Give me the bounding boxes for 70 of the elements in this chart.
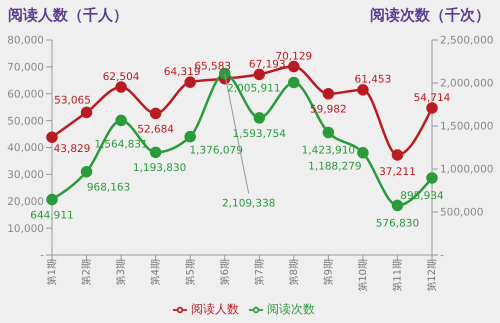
data-label: 1,188,279 (308, 160, 362, 173)
data-label: 62,504 (102, 70, 140, 83)
x-tick-label: 第7期 (253, 259, 266, 286)
y2-tick-label: 2,000,000 (440, 78, 494, 90)
data-label: 43,829 (54, 143, 90, 156)
y-tick-label: 80,000 (7, 34, 44, 47)
point (426, 102, 438, 114)
point (426, 172, 438, 184)
legend-label: 阅读次数 (267, 302, 315, 316)
data-label: 968,163 (86, 182, 130, 194)
point (254, 68, 266, 80)
point (392, 149, 404, 161)
x-tick-label: 第10期 (357, 259, 370, 292)
point (115, 114, 127, 126)
point (357, 147, 369, 159)
x-tick-label: 第6期 (218, 259, 231, 286)
y-tick-label: 70,000 (7, 62, 44, 74)
data-label: 53,065 (54, 94, 91, 106)
data-label: 1,193,830 (132, 162, 186, 174)
x-tick-label: 第2期 (80, 259, 93, 286)
data-label: 67,193 (248, 58, 286, 70)
y2-tick-label: 500,000 (440, 206, 484, 219)
y-tick-label: 60,000 (7, 88, 44, 100)
data-label: 1,423,910 (302, 144, 356, 156)
point (288, 76, 300, 88)
y2-tick-label: - (440, 250, 444, 262)
point (254, 112, 266, 124)
point (150, 108, 162, 120)
y-tick-label: 40,000 (7, 142, 44, 154)
y-tick-label: - (40, 250, 44, 262)
point (80, 166, 92, 178)
point (46, 131, 58, 143)
y2-tick-label: 1,500,000 (440, 120, 494, 133)
y-tick-label: 10,000 (7, 222, 44, 235)
data-label: 52,684 (137, 123, 174, 136)
point (184, 130, 196, 142)
data-label: 54,714 (414, 92, 451, 104)
point (115, 81, 127, 93)
data-label: 1,593,754 (232, 128, 286, 140)
data-label: 2,109,338 (222, 197, 276, 210)
point (322, 88, 334, 100)
x-tick-label: 第9期 (322, 259, 334, 286)
data-label: 576,830 (376, 217, 420, 230)
y-tick-label: 50,000 (7, 115, 44, 128)
point (80, 106, 92, 118)
x-tick-label: 第8期 (288, 259, 300, 286)
y-tick-label: 30,000 (7, 169, 44, 182)
point (46, 194, 58, 206)
y-axis-title: 阅读人数（千人） (8, 6, 128, 25)
x-tick-label: 第5期 (184, 259, 196, 286)
point (357, 84, 369, 96)
y2-tick-label: 2,500,000 (440, 34, 494, 47)
x-tick-label: 第4期 (150, 259, 162, 286)
point (322, 126, 334, 138)
x-tick-label: 第11期 (392, 259, 404, 292)
point (150, 146, 162, 158)
data-label: 644,911 (30, 209, 74, 222)
data-label: 1,376,079 (189, 144, 243, 157)
data-label: 37,211 (379, 166, 416, 178)
y2-tick-label: 1,000,000 (440, 164, 494, 176)
x-tick-label: 第3期 (115, 259, 128, 286)
x-tick-label: 第1期 (46, 259, 58, 286)
point (184, 76, 196, 88)
legend-label: 阅读人数 (191, 302, 239, 316)
y-tick-label: 20,000 (7, 196, 44, 208)
x-tick-label: 第12期 (426, 259, 438, 292)
point (392, 200, 404, 212)
point (288, 60, 300, 72)
data-label: 61,453 (354, 74, 392, 86)
y2-axis-title: 阅读次数（千次） (370, 6, 490, 25)
